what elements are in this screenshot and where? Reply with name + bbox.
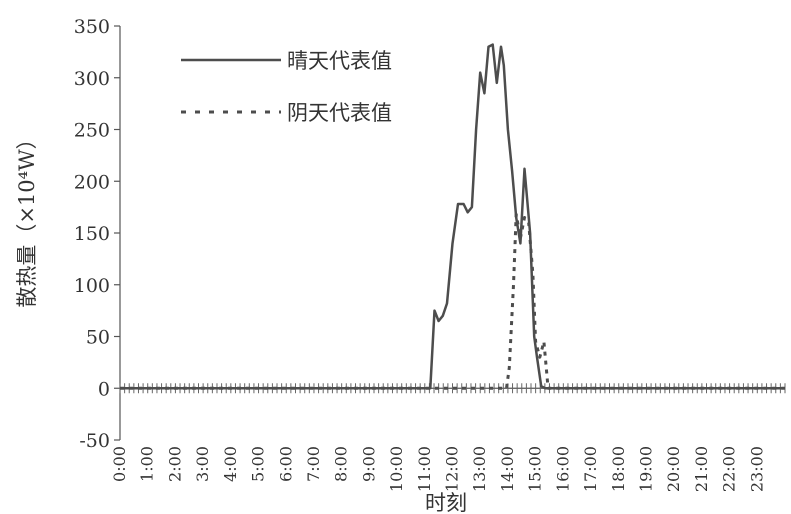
x-axis-title: 时刻 [425, 491, 467, 514]
y-tick-label: 350 [74, 16, 110, 38]
legend-label-1: 晴天代表值 [287, 49, 392, 73]
y-tick-label: 150 [74, 223, 110, 245]
series-layer [120, 43, 785, 390]
y-tick-label: 300 [74, 68, 110, 90]
x-tick-label: 10:00 [387, 446, 406, 492]
series-line-1 [120, 43, 785, 390]
x-tick-label: 21:00 [692, 446, 711, 492]
y-axis-title: 散热量（×10⁴W） [15, 128, 39, 307]
x-tick-label: 7:00 [304, 446, 323, 482]
x-tick-label: 3:00 [193, 446, 212, 482]
x-tick-label: 15:00 [526, 446, 545, 492]
x-tick-label: 16:00 [553, 446, 572, 492]
x-tick-label: 1:00 [138, 446, 157, 482]
x-tick-label: 13:00 [470, 446, 489, 492]
x-tick-label: 12:00 [443, 446, 462, 492]
x-tick-label: 4:00 [221, 446, 240, 482]
x-tick-label: 18:00 [609, 446, 628, 492]
y-tick-label: 200 [74, 171, 110, 193]
y-tick-label: -50 [79, 430, 110, 452]
x-tick-label: 9:00 [359, 446, 378, 482]
x-tick-label: 19:00 [636, 446, 655, 492]
x-tick-label: 2:00 [165, 446, 184, 482]
x-tick-label: 5:00 [249, 446, 268, 482]
x-tick-label: 6:00 [276, 446, 295, 482]
x-tick-label: 11:00 [415, 446, 434, 492]
x-tick-label: 20:00 [664, 446, 683, 492]
x-tick-label: 22:00 [720, 446, 739, 492]
x-tick-label: 17:00 [581, 446, 600, 492]
y-tick-label: 100 [74, 275, 110, 297]
y-tick-label: 250 [74, 120, 110, 142]
x-tick-label: 8:00 [332, 446, 351, 482]
y-axis: -50 0 50 100 150 200 250 300 350 [74, 16, 121, 452]
x-axis: 0:00 1:00 2:00 3:00 4:00 5:00 6:00 7:00 8:00 9:00… [110, 383, 786, 492]
x-tick-label: 14:00 [498, 446, 517, 492]
x-tick-label: 0:00 [110, 446, 129, 482]
y-tick-label: 0 [98, 378, 110, 400]
x-tick-label: 23:00 [747, 446, 766, 492]
legend-label-2: 阴天代表值 [287, 101, 392, 125]
series-line-2 [120, 212, 785, 390]
y-tick-label: 50 [86, 327, 110, 349]
